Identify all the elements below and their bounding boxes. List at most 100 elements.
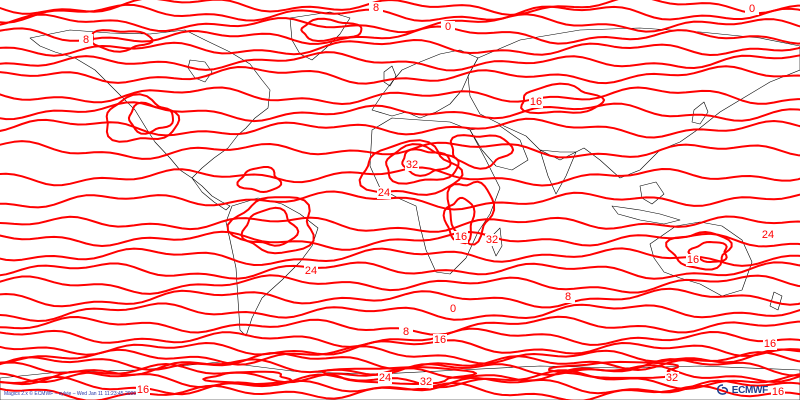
contour-label: 24 (762, 229, 774, 241)
isoline-loop (520, 82, 606, 115)
isoline-loop (446, 180, 496, 246)
isoline (0, 230, 800, 251)
contour-label-background (745, 3, 759, 15)
isoline (0, 369, 800, 390)
ecmwf-logo-text: ECMWF (731, 384, 769, 396)
coast-indonesia (611, 205, 681, 225)
coast-borneo (639, 181, 665, 205)
isoline (0, 13, 800, 34)
contour-label: 32 (420, 376, 432, 388)
isoline-loop (236, 166, 283, 193)
contour-label-background (686, 254, 700, 266)
coastlines (0, 11, 800, 400)
contour-label: 24 (378, 187, 390, 199)
coast-britain (383, 65, 397, 87)
isoline-loop (202, 370, 293, 385)
isoline (0, 327, 800, 348)
isoline-loop (449, 134, 515, 170)
contour-label-background (399, 326, 413, 338)
contour-label-background (529, 96, 543, 108)
coast-india (539, 149, 577, 195)
contour-label-background (446, 303, 460, 315)
isoline (0, 190, 800, 211)
ecmwf-logo: ECMWF (716, 384, 768, 396)
contour-label: 32 (406, 159, 418, 171)
contour-label-background (377, 187, 391, 199)
contour-label-background (433, 334, 447, 346)
contour-label-background (405, 159, 419, 171)
isoline (0, 51, 800, 72)
isoline (0, 247, 800, 267)
isoline (0, 3, 800, 24)
isoline-loop (240, 206, 300, 247)
isoline-loop (300, 17, 363, 42)
contour-label: 16 (137, 384, 149, 396)
contour-label: 32 (486, 234, 498, 246)
contour-label: 16 (772, 386, 784, 398)
contour-label: 16 (687, 254, 699, 266)
isoline-loop (548, 360, 679, 379)
coast-central-america (191, 177, 231, 211)
contour-label-background (761, 229, 775, 241)
isoline (0, 65, 800, 85)
isoline-loop (401, 148, 452, 177)
isoline (0, 358, 800, 377)
contour-label: 8 (83, 34, 89, 46)
isoline (0, 261, 800, 280)
contour-label-background (771, 386, 785, 398)
contour-label-background (454, 231, 468, 243)
coast-antarctica (0, 361, 800, 400)
isoline (0, 25, 800, 45)
isoline (0, 287, 800, 309)
isoline-loop (105, 93, 181, 143)
isoline (0, 315, 800, 336)
isoline (0, 345, 800, 366)
isoline (0, 274, 800, 295)
contour-label: 8 (565, 291, 571, 303)
isoline (0, 302, 800, 322)
isoline (0, 101, 800, 123)
isoline (0, 0, 800, 16)
contour-label: 16 (764, 338, 776, 350)
contour-label: 32 (666, 372, 678, 384)
contour-label-background (441, 21, 455, 33)
contour-label-background (665, 372, 679, 384)
isoline-loop (442, 196, 476, 245)
coast-hudson-bay (187, 59, 213, 83)
isoline (0, 117, 800, 139)
contour-label: 16 (455, 231, 467, 243)
ecmwf-swirl-icon (716, 384, 730, 396)
contour-label: 0 (445, 21, 451, 33)
contour-label-background (561, 291, 575, 303)
coast-arabia (469, 125, 529, 171)
isoline (0, 339, 800, 357)
isoline (0, 215, 800, 233)
isoline (0, 382, 800, 400)
contour-label: 16 (530, 96, 542, 108)
contour-label-background (79, 34, 93, 46)
credit-line: Magics 2.x © ECMWF – sylvie – Wed Jan 11… (4, 391, 137, 397)
contour-label: 24 (379, 372, 391, 384)
contour-label: 0 (749, 3, 755, 15)
coast-south-america (225, 197, 319, 337)
contour-label-background (136, 384, 150, 396)
contour-label: 24 (305, 265, 317, 277)
isoline-loop (321, 366, 478, 385)
isoline-loop (687, 241, 728, 263)
contour-label: 8 (403, 326, 409, 338)
isoline (0, 166, 800, 187)
isoline-loop (127, 101, 174, 135)
coast-japan (691, 101, 709, 125)
contour-label: 8 (373, 2, 379, 14)
isoline (0, 140, 800, 160)
isoline-loop (358, 139, 464, 196)
contour-label: 16 (434, 334, 446, 346)
contour-labels: 8 0 0 8 16 32 24 16 32 24 16 24 8 0 8 16 16 24 32 32 16 16 (79, 2, 785, 398)
contour-label-background (304, 265, 318, 277)
isoline (0, 39, 800, 57)
contour-label-background (419, 376, 433, 388)
isoline-loop (665, 231, 733, 271)
